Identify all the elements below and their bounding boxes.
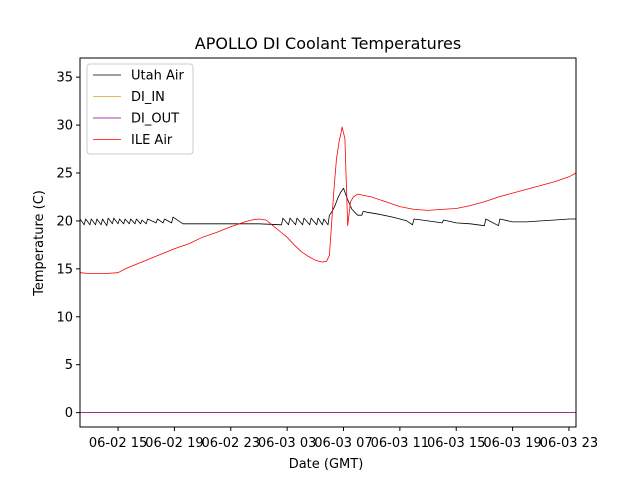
- plot-frame: [79, 57, 577, 428]
- x-axis-label: Date (GMT): [289, 457, 364, 472]
- legend-entry-di-in: DI_IN: [93, 90, 165, 105]
- y-tick-label: 35: [56, 71, 73, 86]
- x-tick-label: 06-03 23: [540, 436, 598, 451]
- x-tick-label: 06-03 03: [258, 436, 316, 451]
- x-tick-label: 06-02 15: [89, 436, 147, 451]
- x-tick-label: 06-03 19: [483, 436, 541, 451]
- legend-entry-di-out: DI_OUT: [93, 112, 179, 127]
- y-tick-label: 25: [56, 167, 73, 182]
- series-layer: [79, 126, 577, 414]
- x-tick-label: 06-03 07: [314, 436, 372, 451]
- legend-entry-utah-air: Utah Air: [93, 69, 184, 84]
- series-line-utah-air: [79, 187, 576, 227]
- legend-entry-ile-air: ILE Air: [93, 133, 173, 148]
- x-tick-label: 06-03 15: [427, 436, 485, 451]
- legend: Utah Air DI_IN DI_OUT ILE Air: [86, 63, 194, 155]
- legend-label: ILE Air: [131, 133, 173, 148]
- series-line-ile-air: [79, 126, 577, 275]
- x-tick-label: 06-02 23: [202, 436, 260, 451]
- y-axis-label: Temperature (C): [32, 190, 47, 297]
- legend-label: DI_OUT: [131, 112, 179, 127]
- y-tick-label: 0: [65, 406, 73, 421]
- legend-label: Utah Air: [131, 69, 184, 84]
- x-tick-label: 06-03 11: [371, 436, 429, 451]
- legend-entries: Utah Air DI_IN DI_OUT ILE Air: [93, 69, 184, 148]
- x-tick-label: 06-02 19: [145, 436, 203, 451]
- legend-box: [86, 63, 194, 155]
- y-tick-label: 10: [56, 310, 73, 325]
- legend-label: DI_IN: [131, 90, 165, 105]
- y-tick-label: 15: [56, 262, 73, 277]
- chart-title: APOLLO DI Coolant Temperatures: [195, 34, 461, 53]
- y-axis-ticks: 0 5 10 15 20 25 30 35: [56, 71, 80, 421]
- y-tick-label: 5: [65, 358, 73, 373]
- y-tick-label: 30: [56, 119, 73, 134]
- y-tick-label: 20: [56, 214, 73, 229]
